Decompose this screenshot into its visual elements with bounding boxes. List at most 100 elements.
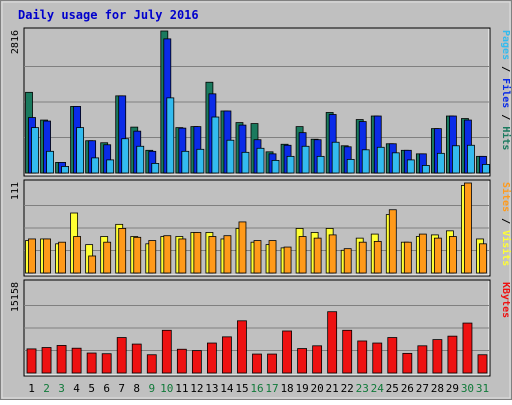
- bar-sites: [479, 243, 487, 274]
- panel-visits-sites: 111 Sites / Visits: [10, 179, 512, 277]
- bar-sites: [328, 234, 337, 274]
- bar-sites: [373, 240, 382, 274]
- legend-entry: Files: [500, 78, 512, 108]
- bar-sites: [163, 235, 172, 274]
- bar-pages: [421, 165, 430, 174]
- bar-pages: [211, 116, 220, 174]
- bar-pages: [46, 150, 54, 174]
- bar-pages: [482, 164, 490, 174]
- day-label: 8: [133, 382, 140, 395]
- bar-pages: [316, 155, 325, 174]
- y-max-label: 15158: [10, 282, 21, 312]
- bar-sites: [238, 221, 247, 274]
- legend-entry: /: [500, 60, 511, 78]
- panel-kbytes: 15158 KBytes: [10, 279, 511, 377]
- day-label: 24: [371, 382, 385, 395]
- day-label: 4: [73, 382, 80, 395]
- day-label: 19: [295, 382, 308, 395]
- y-max-label: 111: [10, 182, 21, 200]
- day-label: 5: [88, 382, 95, 395]
- chart-title: Daily usage for July 2016: [18, 8, 199, 22]
- bar-sites: [73, 236, 82, 274]
- day-label: 16: [250, 382, 263, 395]
- bar-pages: [106, 159, 115, 174]
- bar-kbytes: [462, 322, 473, 374]
- bar-pages: [121, 138, 130, 174]
- day-label: 21: [326, 382, 339, 395]
- day-label: 7: [118, 382, 125, 395]
- series-legend: Pages / Files / Hits: [500, 30, 512, 150]
- bar-kbytes: [477, 354, 488, 374]
- bar-kbytes: [327, 311, 338, 374]
- series-sites: [28, 182, 487, 274]
- bar-sites: [208, 236, 217, 274]
- legend-entry: /: [500, 108, 511, 126]
- bar-pages: [452, 145, 460, 174]
- day-label: 29: [446, 382, 459, 395]
- legend-entry: Sites: [500, 182, 512, 212]
- bar-sites: [298, 236, 307, 274]
- bar-pages: [301, 145, 310, 174]
- day-label: 23: [356, 382, 369, 395]
- bar-pages: [31, 127, 39, 174]
- bar-kbytes: [26, 348, 37, 374]
- day-label: 12: [190, 382, 203, 395]
- day-label: 22: [341, 382, 354, 395]
- legend-entry: Visits: [500, 230, 512, 266]
- day-label: 1: [28, 382, 35, 395]
- bar-kbytes: [252, 353, 262, 374]
- bar-pages: [361, 149, 370, 174]
- bar-pages: [151, 163, 160, 174]
- bar-sites: [313, 237, 322, 274]
- bar-kbytes: [131, 343, 142, 374]
- legend-entry: KBytes: [500, 282, 511, 318]
- bar-pages: [331, 141, 340, 174]
- bar-pages: [181, 150, 190, 174]
- bar-pages: [376, 146, 385, 174]
- bar-kbytes: [387, 337, 398, 374]
- bar-sites: [449, 236, 457, 274]
- series-legend: Sites / Visits: [500, 182, 512, 266]
- y-max-label: 2816: [10, 30, 21, 54]
- bar-kbytes: [101, 353, 112, 374]
- day-label: 18: [280, 382, 293, 395]
- day-label: 2: [43, 382, 50, 395]
- bar-sites: [178, 238, 187, 274]
- legend-entry: Pages: [500, 30, 511, 60]
- bar-pages: [61, 166, 69, 174]
- series-pages: [31, 97, 490, 174]
- day-label: 13: [205, 382, 218, 395]
- bar-kbytes: [146, 354, 157, 374]
- bar-pages: [226, 139, 235, 174]
- bar-kbytes: [342, 329, 353, 374]
- bar-kbytes: [56, 345, 67, 374]
- bar-kbytes: [402, 352, 413, 374]
- series-legend: KBytes: [500, 282, 511, 318]
- day-label: 11: [175, 382, 188, 395]
- bar-pages: [467, 144, 475, 174]
- bar-pages: [241, 151, 250, 174]
- bar-kbytes: [282, 330, 292, 374]
- bar-sites: [193, 232, 202, 274]
- day-labels: 1 2 3 4 5 6 7 8 9 10 11 12 13 14 15 16 17 18 19 20 21 22 23 24 2…: [28, 382, 489, 395]
- day-label: 10: [160, 382, 173, 395]
- bar-kbytes: [417, 345, 428, 374]
- bar-sites: [88, 255, 97, 274]
- day-label: 3: [58, 382, 65, 395]
- day-label: 25: [386, 382, 399, 395]
- plot-panels: 2816 Pages / Files / Hits 111 Sites / Visit…: [10, 27, 512, 377]
- day-label: 17: [265, 382, 278, 395]
- bar-sites: [464, 182, 472, 274]
- bar-sites: [133, 236, 142, 274]
- bar-pages: [196, 148, 205, 174]
- bar-sites: [358, 241, 367, 274]
- day-label: 15: [235, 382, 248, 395]
- day-label: 20: [311, 382, 324, 395]
- bar-pages: [271, 159, 280, 174]
- day-label: 9: [148, 382, 155, 395]
- bar-sites: [103, 241, 112, 274]
- panel-hits-files-pages: 2816 Pages / Files / Hits: [10, 27, 512, 177]
- bar-sites: [388, 209, 397, 274]
- bar-pages: [391, 152, 400, 174]
